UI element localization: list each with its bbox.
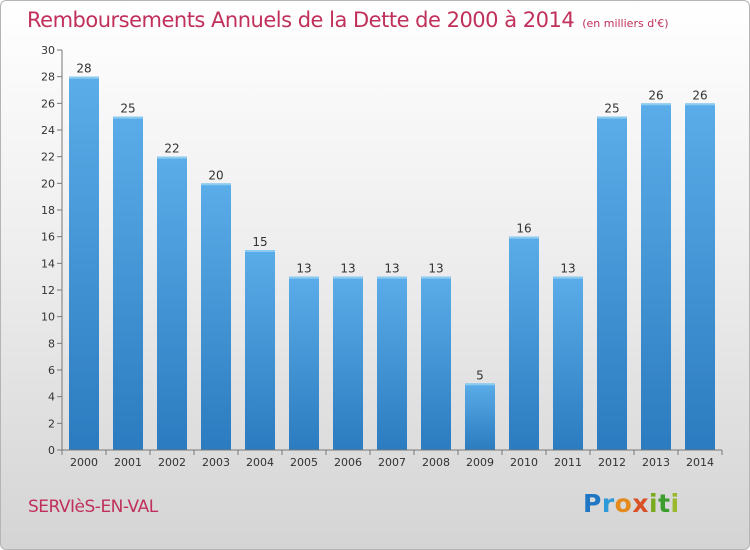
bar-top-highlight — [509, 236, 539, 239]
x-axis: 2000 2001 2002 2003 2004 2005 2006 2007 2008 2009… — [61, 449, 723, 469]
y-tick-label: 10 — [41, 311, 55, 324]
data-label: 13 — [384, 262, 399, 276]
data-label: 20 — [208, 168, 223, 182]
data-label: 25 — [120, 102, 135, 116]
data-label: 22 — [164, 142, 179, 156]
y-tick-label: 4 — [48, 391, 55, 404]
bar — [421, 276, 451, 450]
bar-top-highlight — [201, 183, 231, 186]
x-tick-label: 2001 — [114, 456, 142, 469]
bar — [465, 383, 495, 450]
logo-letter: o — [614, 489, 633, 518]
data-label: 28 — [76, 62, 91, 76]
bar-top-highlight — [641, 103, 671, 106]
chart-subtitle: (en milliers d'€) — [582, 17, 669, 30]
data-label: 13 — [560, 262, 575, 276]
bar — [69, 76, 99, 451]
bar — [201, 183, 231, 451]
x-tick-label: 2002 — [158, 456, 186, 469]
y-tick-label: 8 — [48, 337, 55, 350]
y-tick-label: 20 — [41, 177, 55, 190]
x-tick-label: 2009 — [466, 456, 494, 469]
bar — [113, 116, 143, 451]
bar — [333, 276, 363, 450]
bar-top-highlight — [421, 276, 451, 279]
x-tick-label: 2007 — [378, 456, 406, 469]
bar — [641, 103, 671, 450]
logo-letter: P — [583, 489, 602, 518]
bar — [509, 236, 539, 450]
bar — [289, 276, 319, 450]
bar-top-highlight — [465, 383, 495, 386]
y-tick-label: 28 — [41, 71, 55, 84]
y-tick-label: 30 — [41, 44, 55, 57]
y-tick-label: 24 — [41, 124, 55, 137]
data-label: 26 — [648, 88, 663, 102]
x-tick-label: 2003 — [202, 456, 230, 469]
bar-top-highlight — [289, 276, 319, 279]
y-tick-label: 6 — [48, 364, 55, 377]
bar — [685, 103, 715, 450]
bar-top-highlight — [245, 250, 275, 252]
x-tick-label: 2006 — [334, 456, 362, 469]
y-tick-label: 18 — [41, 204, 55, 217]
proxiti-logo: Proxiti — [583, 489, 680, 518]
x-tick-label: 2011 — [554, 456, 582, 469]
bar-top-highlight — [685, 103, 715, 106]
bar-top-highlight — [113, 116, 143, 119]
data-label: 25 — [604, 102, 619, 116]
bar — [597, 116, 627, 451]
data-label: 13 — [296, 262, 311, 276]
y-tick-label: 26 — [41, 97, 55, 110]
chart-title-text: Remboursements Annuels de la Dette de 20… — [27, 8, 575, 32]
x-tick-label: 2005 — [290, 456, 318, 469]
bar — [553, 276, 583, 450]
logo-letter: r — [601, 489, 615, 518]
data-label: 13 — [340, 262, 355, 276]
bar — [157, 156, 187, 450]
x-tick-label: 2012 — [598, 456, 626, 469]
city-name: SERVIèS-EN-VAL — [28, 497, 158, 517]
y-tick-label: 22 — [41, 151, 55, 164]
logo-letter: t — [658, 489, 671, 518]
bar-top-highlight — [157, 156, 187, 159]
x-tick-label: 2013 — [642, 456, 670, 469]
logo-letter: x — [632, 489, 649, 518]
y-tick-label: 2 — [48, 417, 55, 430]
y-tick-label: 16 — [41, 231, 55, 244]
logo-letter: i — [649, 489, 659, 518]
x-tick-label: 2004 — [246, 456, 274, 469]
data-label: 15 — [252, 235, 267, 249]
y-tick-label: 0 — [48, 444, 55, 457]
x-tick-label: 2014 — [686, 456, 714, 469]
data-label: 13 — [428, 262, 443, 276]
bar-top-highlight — [597, 116, 627, 119]
bar-top-highlight — [69, 76, 99, 79]
data-label: 26 — [692, 88, 707, 102]
x-tick-label: 2008 — [422, 456, 450, 469]
bar — [245, 250, 275, 450]
bar — [377, 276, 407, 450]
y-tick-label: 14 — [41, 257, 55, 270]
bars-group: 28 25 22 20 15 13 13 13 13 5 16 13 25 26 26 — [69, 62, 715, 451]
x-tick-label: 2000 — [70, 456, 98, 469]
data-label: 5 — [476, 368, 484, 382]
x-tick-label: 2010 — [510, 456, 538, 469]
logo-letter: i — [670, 489, 680, 518]
bar-top-highlight — [377, 276, 407, 279]
bar-top-highlight — [333, 276, 363, 279]
data-label: 16 — [516, 222, 531, 236]
bar-top-highlight — [553, 276, 583, 279]
y-tick-label: 12 — [41, 284, 55, 297]
chart-title: Remboursements Annuels de la Dette de 20… — [27, 8, 668, 32]
